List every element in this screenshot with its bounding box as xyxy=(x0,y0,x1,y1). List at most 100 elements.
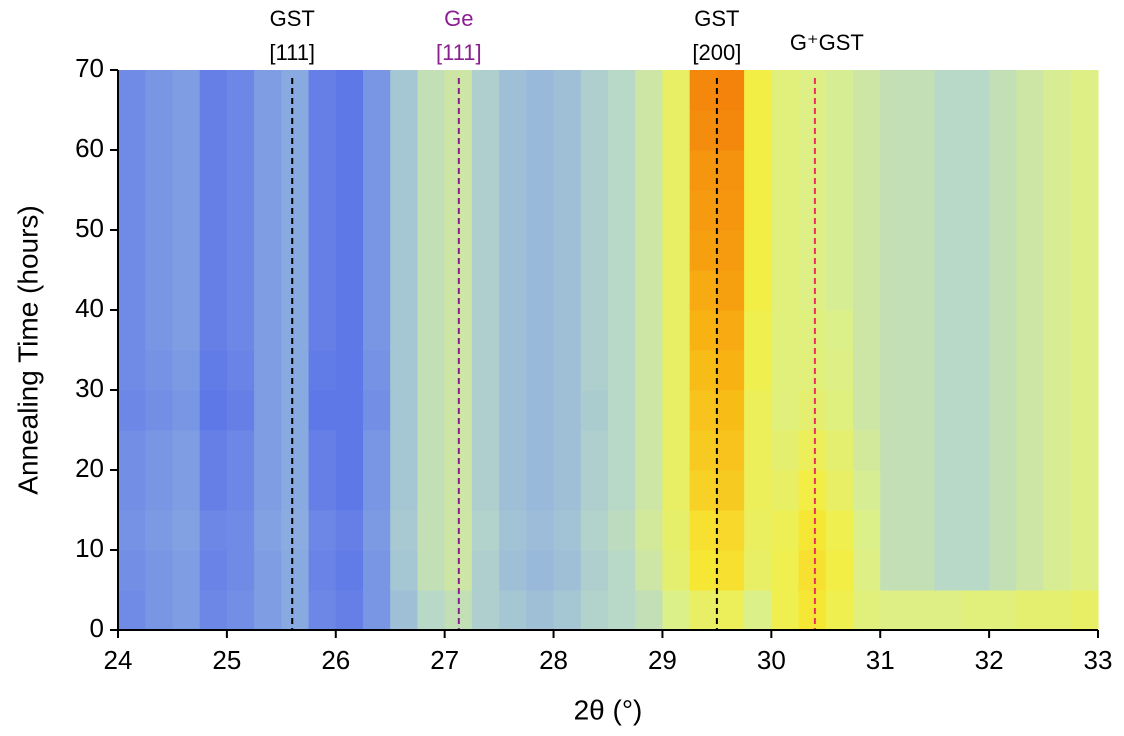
heatmap-cell xyxy=(799,150,827,191)
heatmap-cell xyxy=(1044,310,1072,351)
heatmap-cell xyxy=(554,150,582,191)
heatmap-cell xyxy=(254,310,282,351)
heatmap-cell xyxy=(717,110,745,151)
heatmap-cell xyxy=(390,190,418,231)
heatmap-cell xyxy=(771,430,799,471)
heatmap-cell xyxy=(227,550,255,591)
heatmap-cell xyxy=(309,310,337,351)
heatmap-cell xyxy=(336,310,364,351)
heatmap-cell xyxy=(826,430,854,471)
heatmap-cell xyxy=(853,270,881,311)
heatmap-cell xyxy=(526,110,554,151)
heatmap-cell xyxy=(254,510,282,551)
heatmap-cell xyxy=(417,310,445,351)
heatmap-cell xyxy=(417,550,445,591)
heatmap-cell xyxy=(717,430,745,471)
heatmap-cell xyxy=(880,230,908,271)
heatmap-cell xyxy=(172,350,200,391)
x-tick-label: 29 xyxy=(648,645,677,675)
heatmap-cell xyxy=(635,350,663,391)
heatmap-cell xyxy=(799,350,827,391)
heatmap-cell xyxy=(635,590,663,631)
heatmap-cell xyxy=(717,230,745,271)
heatmap-cell xyxy=(989,190,1017,231)
heatmap-cell xyxy=(118,270,146,311)
heatmap-cell xyxy=(172,310,200,351)
heatmap-cell xyxy=(281,270,309,311)
heatmap-cell xyxy=(989,350,1017,391)
heatmap-cell xyxy=(935,510,963,551)
heatmap-cell xyxy=(771,470,799,511)
heatmap-cell xyxy=(717,150,745,191)
heatmap-cell xyxy=(200,110,228,151)
heatmap-cell xyxy=(227,270,255,311)
heatmap-cell xyxy=(526,430,554,471)
heatmap-cell xyxy=(390,590,418,631)
heatmap-cell xyxy=(336,190,364,231)
heatmap-cell xyxy=(417,390,445,431)
heatmap-cell xyxy=(499,70,527,111)
heatmap-cell xyxy=(254,150,282,191)
heatmap-cell xyxy=(826,310,854,351)
heatmap-cell xyxy=(390,110,418,151)
heatmap-cell xyxy=(390,150,418,191)
y-tick-label: 0 xyxy=(90,613,104,643)
heatmap-cell xyxy=(662,430,690,471)
heatmap-cell xyxy=(690,70,718,111)
heatmap-cell xyxy=(717,510,745,551)
heatmap-cell xyxy=(880,270,908,311)
heatmap-cell xyxy=(499,110,527,151)
heatmap-cell xyxy=(1071,510,1099,551)
annotation: Ge xyxy=(444,6,473,31)
heatmap-cell xyxy=(771,190,799,231)
heatmap-cell xyxy=(935,230,963,271)
heatmap-cell xyxy=(526,190,554,231)
heatmap-cell xyxy=(826,110,854,151)
heatmap-cell xyxy=(499,270,527,311)
heatmap-cell xyxy=(690,470,718,511)
heatmap-cell xyxy=(935,310,963,351)
heatmap-cell xyxy=(336,70,364,111)
heatmap-cell xyxy=(417,150,445,191)
heatmap-cell xyxy=(717,470,745,511)
heatmap-cell xyxy=(907,590,935,631)
heatmap-cell xyxy=(744,470,772,511)
heatmap-cell xyxy=(662,110,690,151)
heatmap-cell xyxy=(145,350,173,391)
heatmap-cell xyxy=(526,270,554,311)
heatmap-cell xyxy=(336,150,364,191)
heatmap-cell xyxy=(526,310,554,351)
y-tick-label: 20 xyxy=(75,453,104,483)
heatmap-cell xyxy=(254,470,282,511)
heatmap-cell xyxy=(880,430,908,471)
heatmap-cell xyxy=(554,550,582,591)
heatmap-cell xyxy=(799,550,827,591)
heatmap-cell xyxy=(472,110,500,151)
heatmap-cell xyxy=(145,390,173,431)
heatmap-cell xyxy=(880,470,908,511)
heatmap-cell xyxy=(172,150,200,191)
heatmap-cell xyxy=(635,470,663,511)
heatmap-cell xyxy=(227,350,255,391)
heatmap-cell xyxy=(608,470,636,511)
heatmap-cell xyxy=(390,70,418,111)
heatmap-cell xyxy=(200,390,228,431)
heatmap-cell xyxy=(581,310,609,351)
heatmap-cell xyxy=(744,510,772,551)
heatmap-cell xyxy=(1016,230,1044,271)
heatmap-cell xyxy=(581,470,609,511)
y-tick-label: 40 xyxy=(75,293,104,323)
heatmap-cell xyxy=(826,70,854,111)
heatmap-cell xyxy=(853,390,881,431)
heatmap-cell xyxy=(935,390,963,431)
heatmap-cell xyxy=(744,230,772,271)
heatmap-cell xyxy=(907,310,935,351)
heatmap-cell xyxy=(608,70,636,111)
heatmap-cell xyxy=(472,270,500,311)
heatmap-cell xyxy=(227,110,255,151)
heatmap-cell xyxy=(853,150,881,191)
heatmap-cell xyxy=(1071,430,1099,471)
heatmap-cell xyxy=(363,470,391,511)
heatmap-cell xyxy=(336,550,364,591)
heatmap-cell xyxy=(172,550,200,591)
